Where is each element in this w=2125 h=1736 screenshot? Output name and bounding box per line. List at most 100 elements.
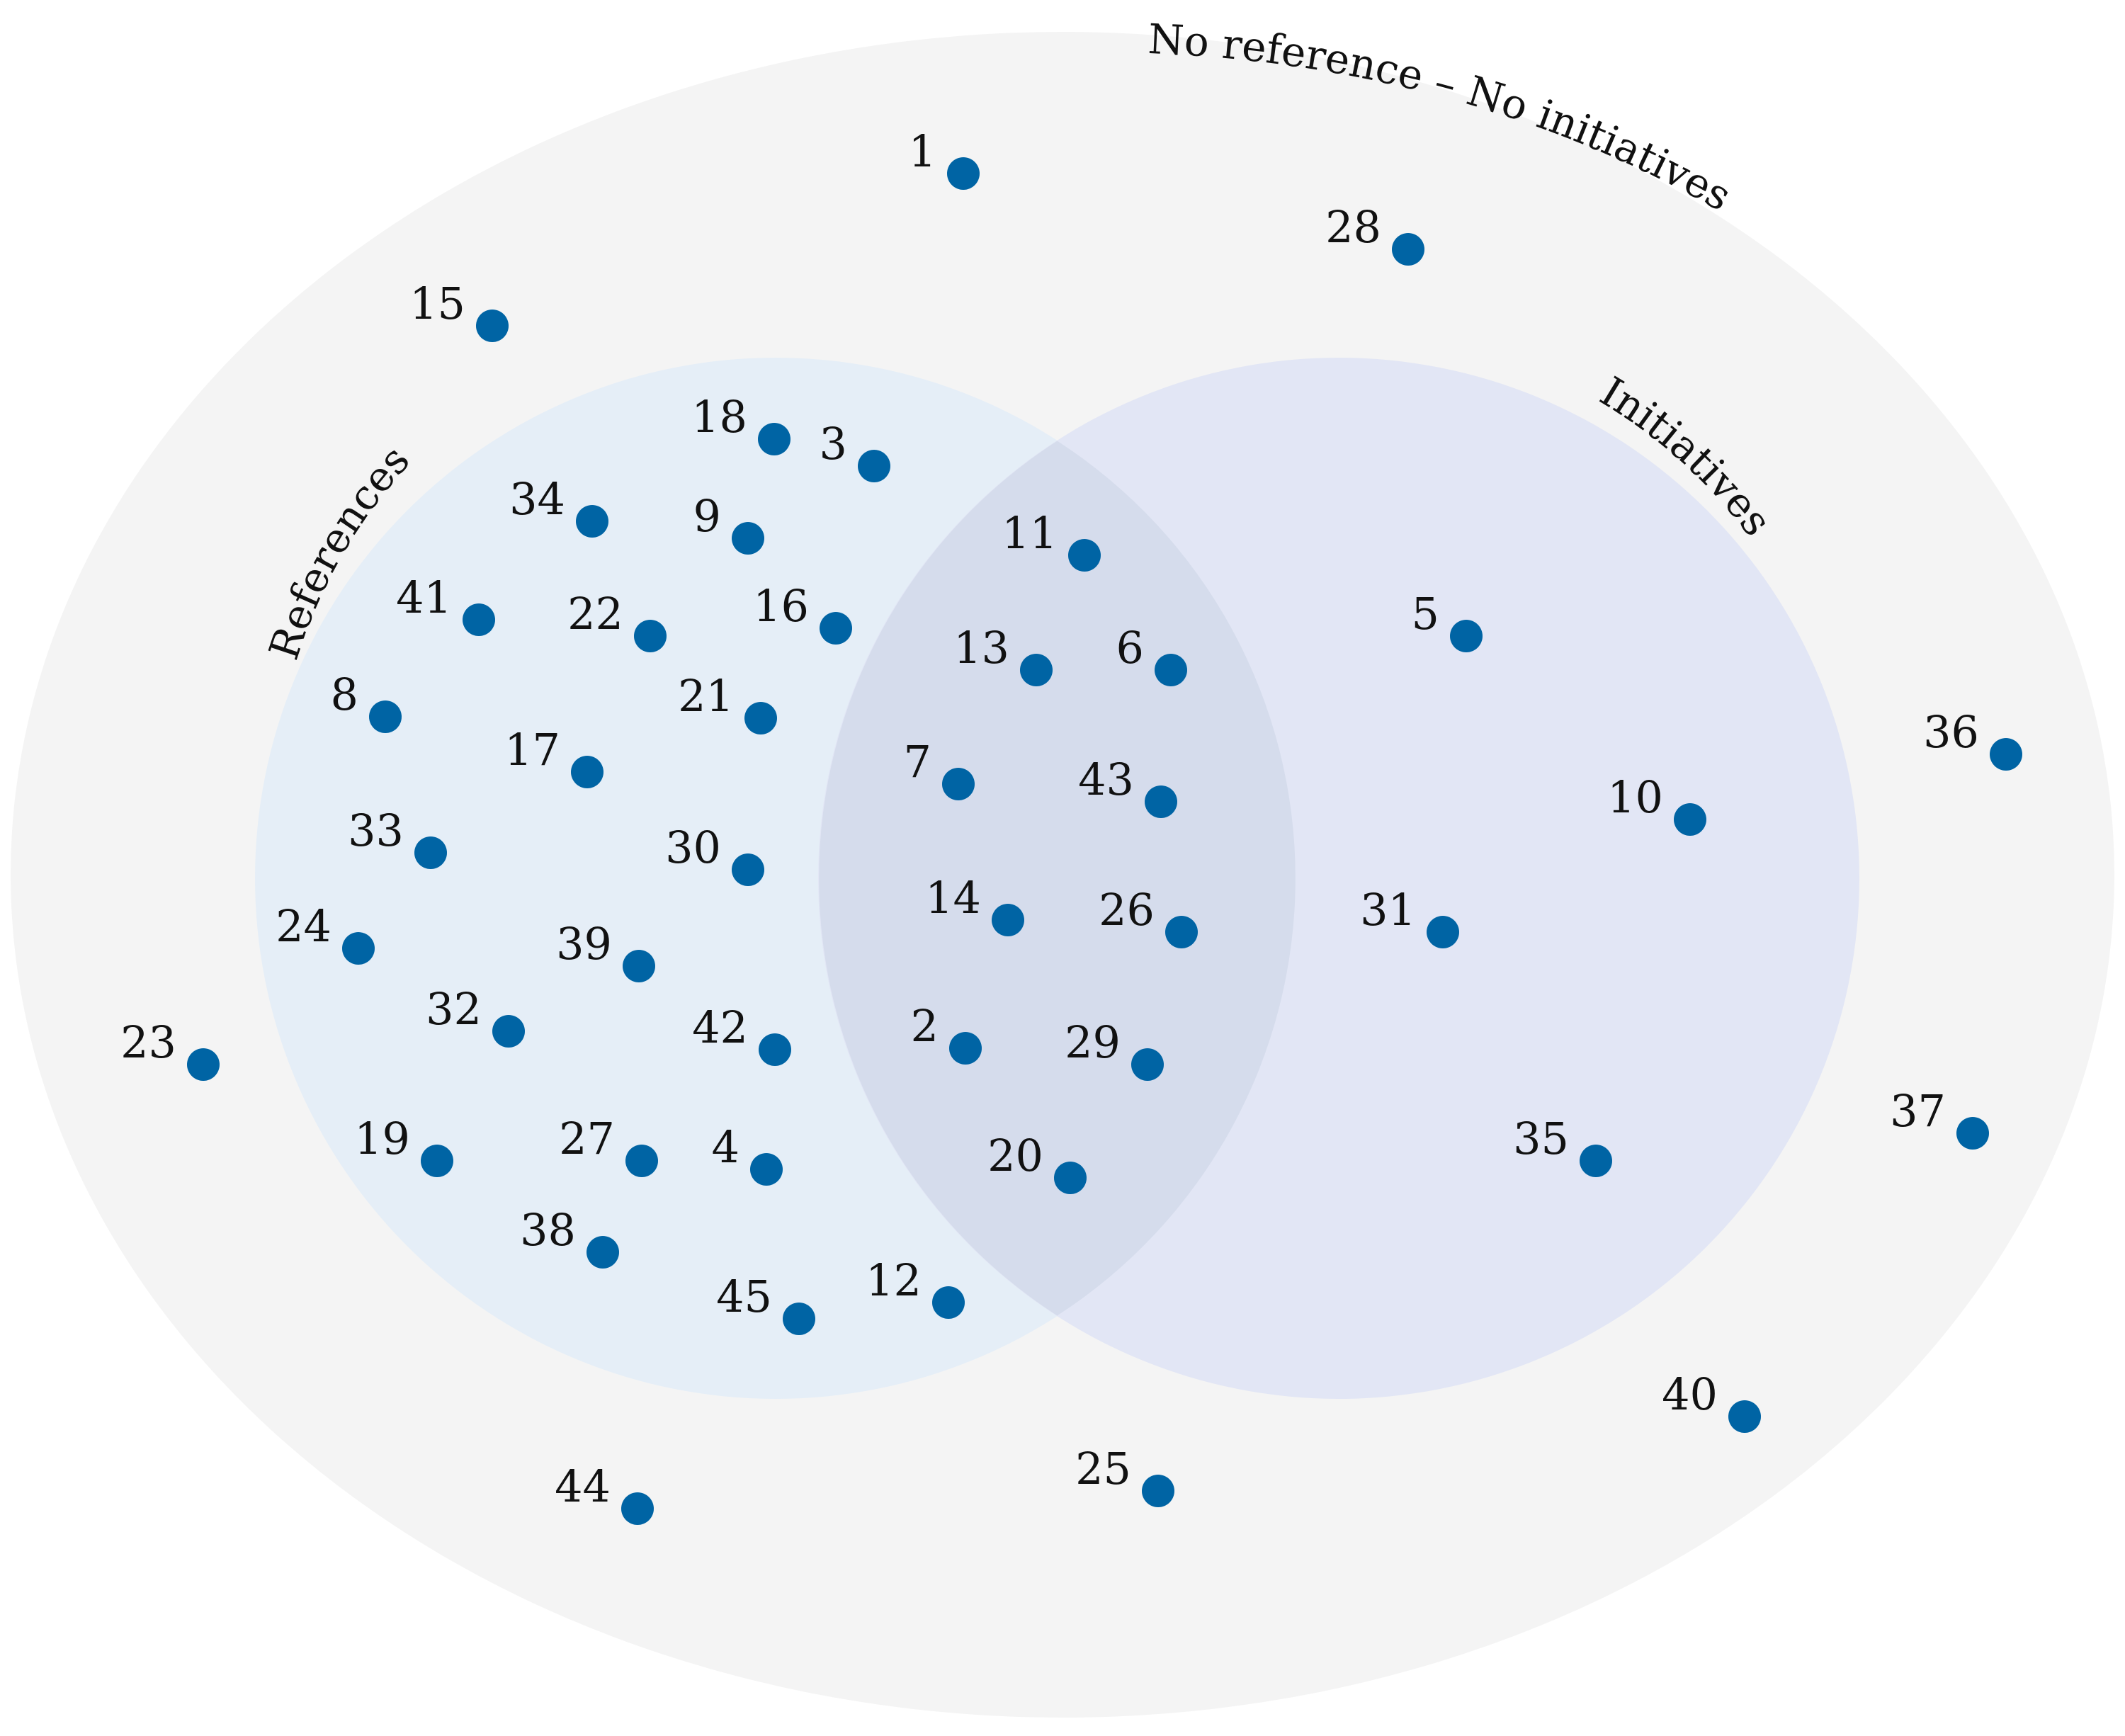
point-marker [1155,654,1187,686]
point-27: 27 [559,1113,658,1177]
point-marker [576,505,608,538]
point-label: 40 [1662,1368,1718,1420]
point-8: 8 [331,669,402,733]
point-1: 1 [909,125,980,190]
point-marker [1131,1048,1164,1081]
point-label: 7 [904,736,931,788]
point-label: 4 [712,1121,740,1173]
point-label: 30 [665,822,721,873]
point-label: 26 [1099,884,1155,936]
point-marker [634,620,667,652]
point-23: 23 [120,1016,220,1081]
point-label: 34 [509,473,565,525]
point-label: 2 [911,1000,939,1052]
point-3: 3 [820,418,890,482]
point-marker [1674,803,1706,836]
point-45: 45 [716,1271,815,1335]
point-marker [1990,738,2022,771]
point-marker [586,1236,619,1269]
point-20: 20 [987,1130,1087,1194]
point-label: 24 [276,900,332,952]
point-marker [623,950,655,982]
point-6: 6 [1116,622,1187,686]
point-label: 31 [1360,884,1416,936]
point-36: 36 [1923,706,2022,771]
point-marker [992,904,1024,936]
point-marker [1020,654,1053,686]
point-marker [759,1033,791,1066]
point-19: 19 [354,1113,453,1177]
point-label: 28 [1325,201,1381,253]
point-38: 38 [520,1204,619,1269]
point-label: 38 [520,1204,576,1256]
point-label: 29 [1065,1016,1121,1068]
point-marker [1728,1400,1761,1433]
point-16: 16 [753,580,852,645]
point-label: 32 [426,983,482,1035]
point-label: 3 [820,418,847,470]
point-label: 23 [120,1016,176,1068]
point-marker [858,450,890,482]
point-label: 8 [331,669,358,720]
point-marker [932,1286,965,1319]
point-28: 28 [1325,201,1424,266]
point-marker [744,702,777,734]
point-label: 15 [409,278,465,329]
point-marker [463,603,495,636]
point-30: 30 [665,822,764,886]
point-marker [783,1303,815,1335]
point-marker [369,700,402,733]
point-label: 45 [716,1271,772,1322]
point-label: 10 [1607,771,1663,823]
point-14: 14 [925,872,1024,936]
point-9: 9 [693,490,764,555]
point-marker [820,612,852,645]
point-12: 12 [866,1254,965,1319]
point-marker [571,756,604,788]
point-32: 32 [426,983,525,1048]
point-marker [1427,916,1459,948]
point-label: 19 [354,1113,410,1164]
point-35: 35 [1513,1113,1612,1177]
point-label: 20 [987,1130,1043,1181]
point-7: 7 [904,736,975,800]
point-31: 31 [1360,884,1459,948]
point-marker [1142,1475,1174,1507]
point-label: 43 [1078,754,1134,805]
point-marker [414,836,447,869]
point-5: 5 [1412,588,1483,652]
point-41: 41 [396,572,495,636]
point-18: 18 [691,391,790,455]
point-15: 15 [409,278,509,342]
point-39: 39 [556,918,655,982]
point-marker [1145,785,1177,818]
point-label: 37 [1890,1085,1946,1137]
point-label: 27 [559,1113,615,1164]
point-21: 21 [678,670,777,734]
point-marker [492,1015,525,1048]
point-label: 33 [348,805,404,856]
point-label: 44 [555,1460,611,1512]
point-marker [732,853,764,886]
point-marker [758,423,790,455]
point-label: 18 [691,391,747,443]
point-33: 33 [348,805,447,869]
point-marker [949,1032,982,1065]
point-label: 11 [1002,507,1058,559]
point-marker [621,1492,654,1525]
point-40: 40 [1662,1368,1761,1433]
point-marker [947,157,980,190]
point-marker [1580,1145,1612,1177]
point-marker [476,310,509,342]
point-marker [732,522,764,555]
point-label: 22 [567,588,623,640]
point-marker [1054,1162,1087,1194]
point-13: 13 [953,622,1053,686]
point-2: 2 [911,1000,982,1065]
point-label: 1 [909,125,936,177]
point-4: 4 [712,1121,783,1186]
point-label: 35 [1513,1113,1569,1164]
point-marker [1165,916,1198,948]
